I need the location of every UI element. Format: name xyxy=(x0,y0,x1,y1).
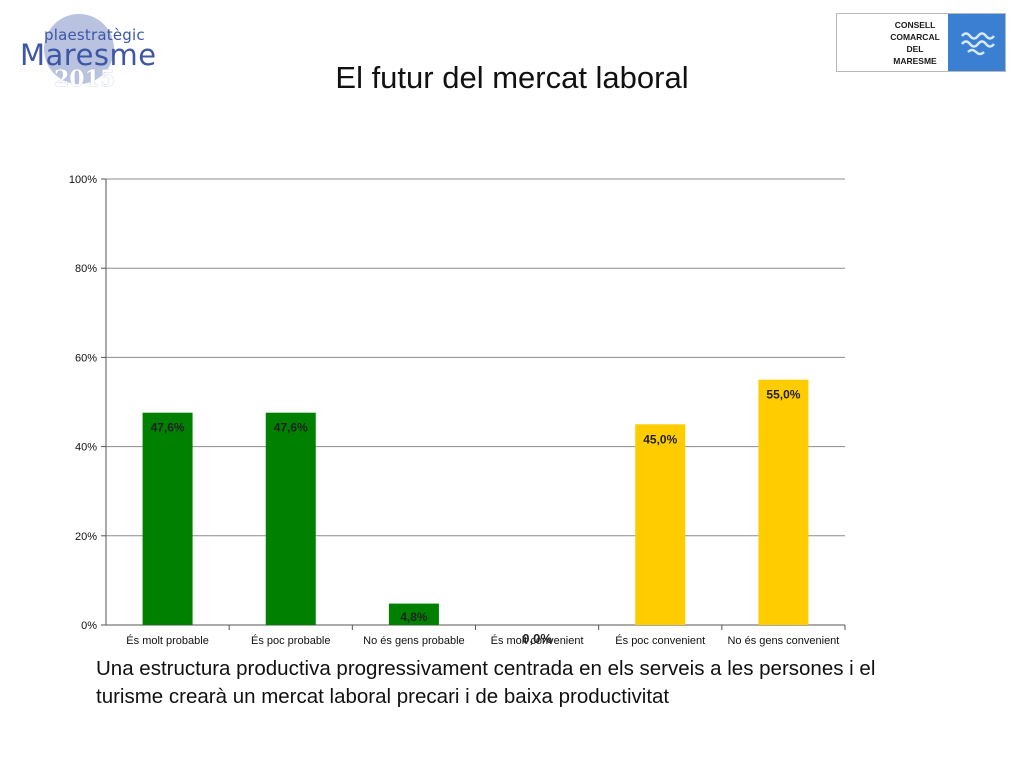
logo-text-plaestrategic: plaestratègic xyxy=(44,26,145,44)
consell-logo-line: MARESME xyxy=(893,56,937,66)
bar xyxy=(388,603,439,625)
data-label: 0,0% xyxy=(522,631,552,646)
wave-emblem-icon xyxy=(948,14,1005,71)
data-label: 47,6% xyxy=(151,421,185,435)
logo-circle xyxy=(44,14,114,84)
data-label: 45,0% xyxy=(643,432,677,446)
slide-caption: Una estructura productiva progressivamen… xyxy=(96,657,876,708)
y-tick-label: 40% xyxy=(75,442,97,454)
x-tick-label: És poc convenient xyxy=(615,634,705,647)
consell-logo-text: CONSELL COMARCAL DEL MARESME xyxy=(885,19,945,67)
consell-logo-line: CONSELL xyxy=(894,20,936,30)
y-tick-label: 0% xyxy=(81,620,97,632)
data-label: 47,6% xyxy=(274,421,308,435)
consell-logo-line: COMARCAL xyxy=(890,32,940,42)
y-tick-label: 60% xyxy=(75,352,97,364)
consell-logo-line: DEL xyxy=(906,44,924,54)
bar xyxy=(265,412,316,625)
x-tick-label: És molt probable xyxy=(126,634,209,647)
chart-axes: 0% 20% 40% 60% 80% 100% És molt probable És poc… xyxy=(69,174,846,647)
data-label: 4,8% xyxy=(400,610,428,624)
chart-data-labels: 47,6% 47,6% 4,8% 0,0% 45,0% 55,0% xyxy=(151,388,801,646)
bar xyxy=(758,379,809,625)
bar xyxy=(635,424,686,625)
consell-comarcal-logo: CONSELL COMARCAL DEL MARESME xyxy=(836,13,1006,72)
x-tick-label: No és gens probable xyxy=(363,635,465,647)
chart-gridlines xyxy=(106,178,845,537)
x-tick-label: No és gens convenient xyxy=(727,635,839,647)
x-tick-label: És poc probable xyxy=(251,634,331,647)
chart-bars xyxy=(142,379,809,625)
logo-text-year: 2015 xyxy=(54,66,116,92)
x-tick-label: És molt convenient xyxy=(491,634,584,647)
data-label: 55,0% xyxy=(766,388,800,402)
y-tick-label: 80% xyxy=(75,263,97,275)
bar-chart: 0% 20% 40% 60% 80% 100% És molt probable És poc… xyxy=(69,174,846,647)
plaestrategic-logo: plaestratègic Maresme 2015 xyxy=(18,12,156,92)
page-title: El futur del mercat laboral xyxy=(335,60,689,95)
y-tick-label: 100% xyxy=(69,174,97,186)
bar xyxy=(142,412,193,625)
logo-text-maresme: Maresme xyxy=(20,38,157,72)
y-tick-label: 20% xyxy=(75,531,97,543)
